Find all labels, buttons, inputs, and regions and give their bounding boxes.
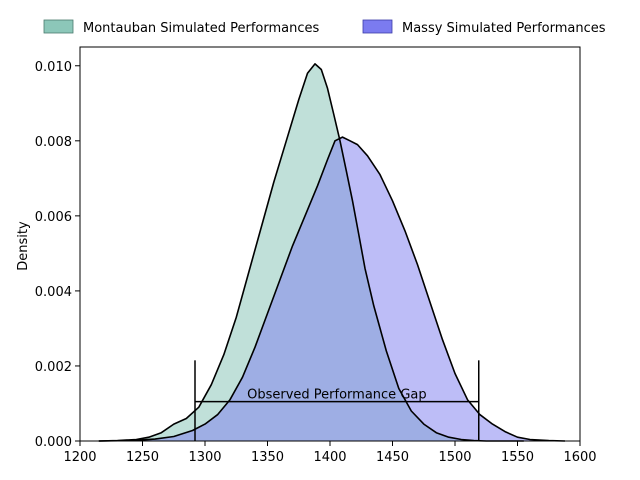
plot-area: Observed Performance Gap (79, 46, 581, 442)
gap-label: Observed Performance Gap (247, 388, 426, 403)
x-tick-label: 1550 (501, 450, 534, 465)
x-tick-label: 1400 (313, 450, 346, 465)
x-axis: 1200 1250 1300 1350 1400 1450 1500 1550 1600 (63, 441, 597, 465)
x-tick-label: 1250 (126, 450, 159, 465)
density-line-massy (98, 136, 566, 442)
density-areas (98, 63, 566, 442)
y-tick-label: 0.002 (35, 360, 72, 375)
y-tick-label: 0.000 (35, 435, 72, 450)
x-tick-label: 1200 (63, 450, 96, 465)
gap-annotation: Observed Performance Gap (194, 360, 480, 441)
y-tick-label: 0.008 (35, 135, 72, 150)
y-tick-label: 0.010 (35, 60, 72, 75)
y-tick-label: 0.006 (35, 210, 72, 225)
x-tick-label: 1450 (376, 450, 409, 465)
density-line-montauban (98, 63, 524, 442)
density-fill-massy (98, 137, 566, 441)
y-tick-label: 0.004 (35, 285, 72, 300)
y-axis-label: Density (16, 221, 31, 271)
legend-swatch-massy (362, 19, 393, 34)
y-axis: 0.000 0.002 0.004 0.006 0.008 0.010 (35, 60, 80, 450)
legend-label-montauban: Montauban Simulated Performances (83, 21, 320, 36)
legend: Montauban Simulated Performances Massy S… (43, 19, 606, 36)
legend-swatch-montauban (43, 19, 74, 34)
x-tick-label: 1500 (438, 450, 471, 465)
x-tick-label: 1300 (188, 450, 221, 465)
x-tick-label: 1350 (251, 450, 284, 465)
x-tick-label: 1600 (563, 450, 596, 465)
legend-label-massy: Massy Simulated Performances (402, 21, 606, 36)
